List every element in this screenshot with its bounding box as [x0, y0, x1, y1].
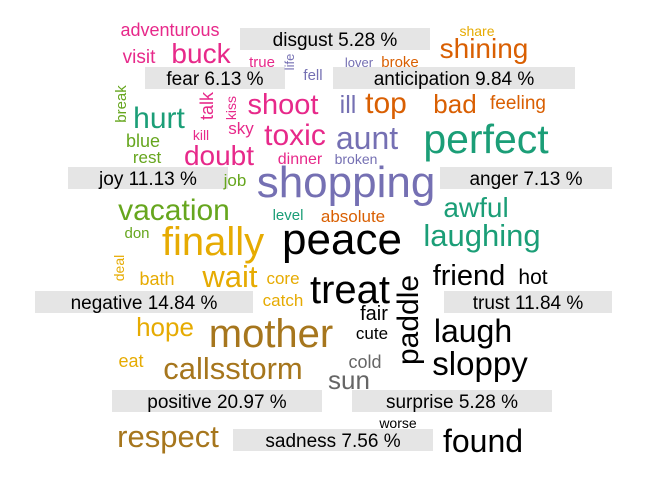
word-fell: fell [303, 67, 322, 84]
word-wait: wait [201, 259, 258, 294]
category-label-sadness: sadness 7.56 % [233, 429, 433, 452]
word-paddle: paddle [392, 275, 425, 365]
category-label-fear: fear 6.13 % [145, 67, 285, 90]
word-sun: sun [328, 365, 370, 395]
word-deal: deal [111, 255, 127, 281]
category-label-joy: joy 11.13 % [68, 167, 228, 190]
word-ill: ill [340, 91, 357, 119]
word-doubt: doubt [184, 140, 254, 171]
category-label-box [233, 429, 433, 451]
word-shopping: shopping [257, 158, 436, 207]
word-true: true [249, 54, 275, 71]
word-hurt: hurt [133, 102, 185, 135]
word-buck: buck [171, 38, 231, 69]
word-top: top [365, 87, 407, 120]
word-break: break [113, 85, 130, 123]
category-label-box [440, 167, 612, 189]
word-treat: treat [310, 268, 390, 312]
word-callsstorm: callsstorm [163, 351, 303, 386]
word-cold: cold [348, 352, 381, 372]
category-label-text: negative 14.84 % [71, 293, 218, 314]
word-awful: awful [443, 192, 508, 223]
category-label-text: anger 7.13 % [469, 169, 582, 190]
word-peace: peace [282, 215, 402, 264]
word-talk: talk [197, 91, 217, 120]
word-respect: respect [117, 419, 219, 454]
word-lover: lover [345, 55, 374, 70]
word-mother: mother [209, 312, 334, 356]
word-kiss: kiss [223, 96, 239, 120]
word-finally: finally [162, 220, 264, 264]
word-laughing: laughing [423, 218, 540, 253]
word-kill: kill [193, 127, 209, 143]
category-label-box [68, 167, 228, 189]
word-hope: hope [136, 312, 194, 342]
word-broken: broken [335, 151, 378, 167]
word-toxic: toxic [264, 119, 326, 152]
word-fair: fair [360, 303, 388, 325]
word-rest: rest [133, 148, 162, 167]
word-perfect: perfect [423, 116, 549, 162]
word-catch: catch [263, 291, 304, 310]
category-label-box [444, 291, 612, 313]
word-share: share [459, 23, 494, 39]
word-shoot: shoot [248, 89, 319, 121]
word-hot: hot [518, 266, 547, 289]
word-level: level [273, 207, 304, 224]
category-label-anticipation: anticipation 9.84 % [333, 67, 575, 90]
category-label-text: joy 11.13 % [98, 169, 197, 190]
category-label-text: anticipation 9.84 % [374, 69, 535, 90]
word-shining: shining [440, 33, 529, 64]
category-label-box [352, 390, 552, 412]
category-label-box [333, 67, 575, 89]
category-label-positive: positive 20.97 % [112, 390, 322, 413]
category-label-box [112, 390, 322, 412]
category-label-text: disgust 5.28 % [273, 30, 398, 51]
category-label-trust: trust 11.84 % [444, 291, 612, 314]
category-label-surprise: surprise 5.28 % [352, 390, 552, 413]
word-dinner: dinner [278, 151, 323, 168]
word-sky: sky [228, 119, 254, 138]
category-label-box [145, 67, 285, 89]
word-job: job [223, 171, 247, 190]
word-core: core [266, 269, 299, 288]
category-label-negative: negative 14.84 % [35, 291, 253, 314]
category-label-text: sadness 7.56 % [265, 431, 400, 452]
category-label-text: surprise 5.28 % [386, 392, 518, 413]
category-label-text: fear 6.13 % [166, 69, 263, 90]
word-visit: visit [123, 47, 156, 68]
word-worse: worse [378, 415, 417, 431]
category-label-anger: anger 7.13 % [440, 167, 612, 190]
word-life: life [282, 54, 297, 71]
category-label-box [240, 28, 430, 50]
word-found: found [443, 423, 523, 459]
word-eat: eat [118, 351, 143, 371]
word-cute: cute [356, 324, 388, 343]
category-label-text: positive 20.97 % [147, 392, 287, 413]
word-vacation: vacation [118, 194, 230, 227]
word-bath: bath [139, 269, 174, 289]
word-broke: broke [381, 54, 419, 71]
word-bad: bad [433, 89, 476, 119]
word-sloppy: sloppy [432, 345, 528, 382]
word-blue: blue [126, 131, 160, 151]
category-label-disgust: disgust 5.28 % [240, 28, 430, 51]
word-friend: friend [433, 260, 506, 292]
word-aunt: aunt [336, 120, 398, 156]
category-label-box [35, 291, 253, 313]
word-don: don [124, 225, 149, 242]
category-label-text: trust 11.84 % [473, 293, 584, 314]
word-laugh: laugh [434, 313, 512, 349]
word-adventurous: adventurous [120, 20, 219, 40]
word-absolute: absolute [321, 207, 385, 226]
word-feeling: feeling [490, 93, 546, 114]
